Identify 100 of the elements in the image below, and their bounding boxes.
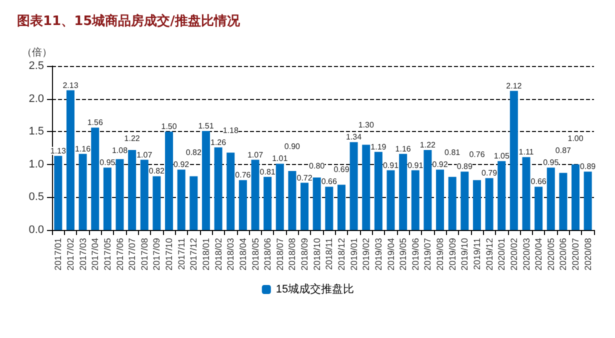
data-label: 0.90: [284, 142, 301, 152]
x-tick-label: 2017/07: [127, 238, 138, 271]
bar: [559, 172, 568, 230]
x-tick-label: 2018/07: [274, 238, 285, 271]
x-tick-label: 2018/06: [262, 238, 273, 271]
x-tick-label: 2017/12: [188, 238, 199, 271]
data-label: 1.34: [346, 132, 362, 142]
data-label: 0.92: [174, 160, 190, 170]
data-label: 1.51: [198, 121, 214, 130]
bar: [78, 154, 87, 230]
x-tick-label: 2019/05: [398, 238, 408, 271]
bar: [374, 152, 382, 230]
data-label: 0.81: [444, 148, 461, 158]
data-label: 1.00: [568, 134, 584, 144]
x-tick-label: 2017/08: [139, 238, 150, 271]
bar: [411, 170, 420, 230]
legend-label: 15城成交推盘比: [276, 282, 354, 296]
data-label: 1.30: [358, 120, 374, 130]
bar: [350, 142, 358, 230]
bar: [116, 159, 124, 230]
bar: [399, 154, 408, 230]
x-tick-label: 2018/09: [300, 238, 310, 271]
bar: [300, 182, 309, 230]
data-label: 1.26: [210, 138, 227, 147]
y-tick-label: 2.0: [28, 92, 44, 105]
data-label: 1.18: [222, 126, 239, 135]
x-tick-label: 2018/08: [287, 238, 298, 271]
data-label: 0.66: [530, 177, 547, 186]
x-tick-label: 2020/02: [508, 238, 519, 271]
bar: [165, 132, 174, 230]
data-label: 0.79: [482, 168, 498, 178]
x-tick-label: 2019/02: [361, 238, 372, 271]
bar: [546, 168, 555, 230]
x-tick-label: 2020/01: [496, 238, 507, 271]
x-tick-label: 2019/11: [472, 238, 482, 270]
bar: [226, 152, 235, 230]
data-label: 0.76: [235, 170, 252, 180]
data-label: 1.50: [161, 122, 178, 132]
data-label: 0.82: [186, 148, 202, 158]
bar: [214, 147, 222, 230]
y-tick-label: 0.5: [28, 191, 44, 204]
bar: [534, 186, 543, 230]
data-label: 0.91: [408, 160, 424, 170]
y-axis-title: （倍）: [22, 46, 52, 58]
y-tick-label: 2.5: [28, 60, 44, 72]
data-label: 1.08: [112, 146, 128, 156]
bar: [152, 176, 161, 230]
bar: [498, 161, 506, 230]
x-tick-label: 2017/06: [114, 238, 125, 271]
bar: [140, 160, 148, 230]
data-label: 0.89: [456, 162, 473, 172]
x-tick-label: 2018/10: [312, 238, 322, 271]
bar: [264, 176, 272, 230]
data-label: 1.11: [518, 148, 534, 157]
y-tick-label: 0.0: [28, 224, 44, 236]
x-tick-label: 2017/10: [164, 238, 174, 271]
bar: [522, 157, 530, 230]
data-label: 0.95: [100, 158, 116, 168]
x-tick-label: 2020/03: [521, 238, 532, 271]
bar: [202, 130, 210, 230]
x-tick-label: 2019/06: [410, 238, 420, 271]
x-tick-label: 2020/05: [546, 238, 556, 271]
x-tick-label: 2017/09: [152, 238, 162, 271]
x-tick-label: 2017/04: [90, 238, 100, 271]
bar: [510, 90, 518, 230]
x-tick-label: 2018/11: [324, 238, 334, 270]
data-label: 1.16: [75, 144, 92, 154]
x-tick-label: 2020/04: [534, 238, 544, 271]
bar: [448, 176, 456, 230]
data-label: 0.95: [543, 158, 560, 168]
x-tick-label: 2019/12: [484, 238, 494, 271]
bar: [128, 150, 136, 230]
data-label: 2.13: [62, 80, 79, 90]
x-tick-label: 2018/05: [250, 238, 260, 271]
data-label: 0.66: [321, 177, 338, 186]
bar: [276, 164, 284, 230]
x-tick-label: 2017/05: [102, 238, 112, 271]
x-tick-label: 2018/02: [213, 238, 224, 271]
data-label: 1.22: [124, 134, 140, 144]
data-label: 0.81: [260, 167, 276, 176]
bar: [190, 176, 198, 230]
bar: [362, 144, 370, 230]
data-label: 1.01: [272, 154, 288, 164]
x-tick-label: 2019/09: [447, 238, 458, 271]
data-label: 1.22: [420, 140, 436, 150]
x-tick-label: 2019/10: [460, 238, 470, 271]
x-tick-label: 2019/04: [386, 238, 396, 271]
x-tick-label: 2020/07: [570, 238, 581, 271]
x-tick-label: 2019/07: [422, 238, 433, 271]
bar: [472, 180, 481, 230]
x-tick-label: 2018/04: [238, 238, 248, 271]
x-tick-label: 2017/03: [78, 238, 88, 271]
bar: [424, 150, 432, 230]
data-label: 0.69: [334, 165, 350, 174]
data-label: 0.82: [148, 166, 166, 176]
bar: [325, 186, 334, 230]
data-label: 0.80: [309, 161, 326, 170]
bar: [103, 168, 112, 230]
bar: [66, 90, 74, 230]
bar: [251, 160, 260, 230]
